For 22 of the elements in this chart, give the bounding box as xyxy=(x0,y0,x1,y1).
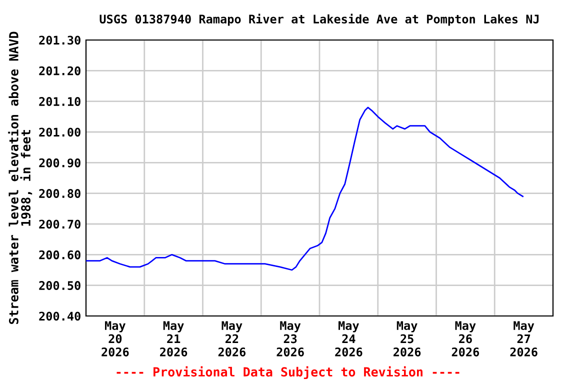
x-tick-label: May 21 2026 xyxy=(160,321,188,356)
y-tick-label: 201.10 xyxy=(39,97,80,106)
line-series xyxy=(86,106,524,271)
text: ---- Provisional Data Subject to Revision ---- xyxy=(116,366,460,379)
x-tick-label: May 20 2026 xyxy=(102,321,129,356)
y-axis-title: Stream water level elevation above NAVD 1988, in feet xyxy=(8,32,32,324)
y-tick-label: 201.20 xyxy=(39,66,80,76)
x-tick-label: May 24 2026 xyxy=(335,321,362,356)
x-tick-label: May 27 2026 xyxy=(510,321,538,356)
y-tick-label: 200.50 xyxy=(39,281,80,290)
x-tick-label: May 22 2026 xyxy=(218,321,246,356)
y-tick-label: 200.60 xyxy=(39,250,80,260)
y-tick-label: 200.40 xyxy=(39,312,80,321)
chart-title: USGS 01387940 Ramapo River at Lakeside Ave at Pompton Lakes NJ xyxy=(100,14,539,26)
x-tick-label: May 25 2026 xyxy=(394,321,421,356)
y-tick-label: 200.70 xyxy=(39,220,80,229)
y-tick-label: 200.90 xyxy=(39,158,80,168)
y-tick-label: 200.80 xyxy=(39,189,80,198)
x-tick-label: May 23 2026 xyxy=(276,321,304,356)
y-tick-label: 201.30 xyxy=(39,36,80,45)
x-tick-label: May 26 2026 xyxy=(452,321,480,356)
y-tick-label: 201.00 xyxy=(39,128,80,137)
